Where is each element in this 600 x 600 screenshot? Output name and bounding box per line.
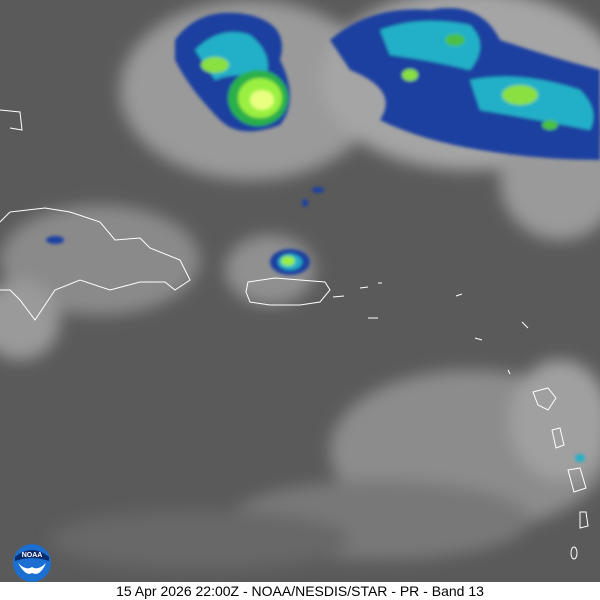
coastlines [0, 109, 589, 560]
image-caption: 15 Apr 2026 22:00Z - NOAA/NESDIS/STAR - … [0, 582, 600, 600]
svg-text:NOAA: NOAA [22, 552, 43, 559]
cold-cloud-tops [46, 8, 600, 462]
noaa-logo: NOAA [12, 543, 52, 582]
satellite-layer [0, 0, 600, 570]
satellite-image: NOAA [0, 0, 600, 582]
